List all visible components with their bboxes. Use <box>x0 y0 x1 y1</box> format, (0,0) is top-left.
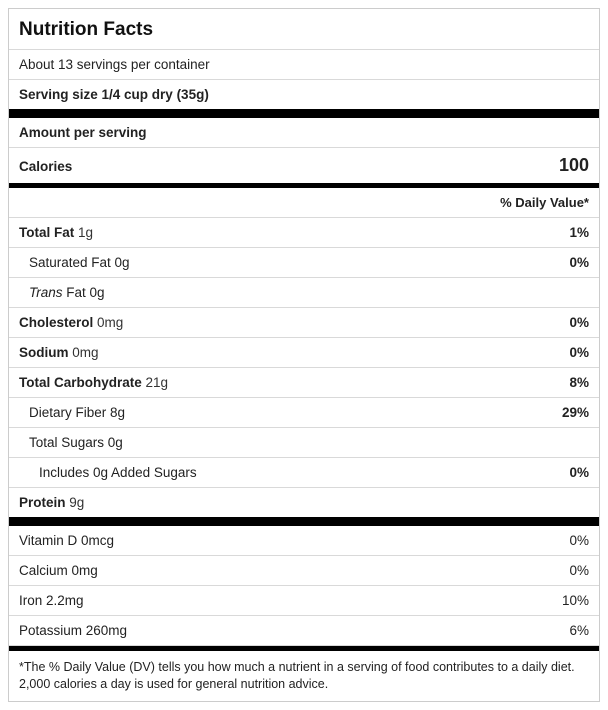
dv-header: % Daily Value* <box>500 195 589 210</box>
serving-size: Serving size 1/4 cup dry (35g) <box>19 87 209 102</box>
cholesterol-row: Cholesterol 0mg 0% <box>9 308 599 338</box>
cholesterol-label: Cholesterol 0mg <box>19 315 123 330</box>
carb-dv: 8% <box>569 375 589 390</box>
thick-divider <box>9 109 599 118</box>
fiber-row: Dietary Fiber 8g 29% <box>9 398 599 428</box>
potassium-row: Potassium 260mg 6% <box>9 616 599 646</box>
vitamin-d-dv: 0% <box>569 533 589 548</box>
vitamin-d-row: Vitamin D 0mcg 0% <box>9 526 599 556</box>
serving-size-row: Serving size 1/4 cup dry (35g) <box>9 80 599 109</box>
calories-value: 100 <box>559 155 589 176</box>
calories-row: Calories 100 <box>9 148 599 183</box>
sodium-label: Sodium 0mg <box>19 345 99 360</box>
saturated-fat-row: Saturated Fat 0g 0% <box>9 248 599 278</box>
cholesterol-dv: 0% <box>569 315 589 330</box>
servings-per-container-row: About 13 servings per container <box>9 50 599 80</box>
dv-header-row: % Daily Value* <box>9 188 599 218</box>
protein-row: Protein 9g <box>9 488 599 517</box>
saturated-fat-label: Saturated Fat 0g <box>29 255 130 270</box>
footnote: *The % Daily Value (DV) tells you how mu… <box>9 651 599 701</box>
sodium-dv: 0% <box>569 345 589 360</box>
nutrition-facts-panel: Nutrition Facts About 13 servings per co… <box>8 8 600 702</box>
calcium-row: Calcium 0mg 0% <box>9 556 599 586</box>
added-sugars-dv: 0% <box>569 465 589 480</box>
total-fat-dv: 1% <box>569 225 589 240</box>
amount-per-serving: Amount per serving <box>19 125 147 140</box>
calcium-label: Calcium 0mg <box>19 563 98 578</box>
protein-label: Protein 9g <box>19 495 84 510</box>
sugars-row: Total Sugars 0g <box>9 428 599 458</box>
carb-label: Total Carbohydrate 21g <box>19 375 168 390</box>
iron-label: Iron 2.2mg <box>19 593 84 608</box>
potassium-dv: 6% <box>569 623 589 638</box>
sugars-label: Total Sugars 0g <box>29 435 123 450</box>
added-sugars-row: Includes 0g Added Sugars 0% <box>9 458 599 488</box>
amount-per-serving-row: Amount per serving <box>9 118 599 148</box>
iron-row: Iron 2.2mg 10% <box>9 586 599 616</box>
sodium-row: Sodium 0mg 0% <box>9 338 599 368</box>
carb-row: Total Carbohydrate 21g 8% <box>9 368 599 398</box>
total-fat-row: Total Fat 1g 1% <box>9 218 599 248</box>
added-sugars-label: Includes 0g Added Sugars <box>39 465 197 480</box>
fiber-dv: 29% <box>562 405 589 420</box>
servings-per-container: About 13 servings per container <box>19 57 210 72</box>
vitamin-d-label: Vitamin D 0mcg <box>19 533 114 548</box>
calcium-dv: 0% <box>569 563 589 578</box>
saturated-fat-dv: 0% <box>569 255 589 270</box>
iron-dv: 10% <box>562 593 589 608</box>
trans-fat-label: Trans Fat 0g <box>29 285 105 300</box>
calories-label: Calories <box>19 159 72 174</box>
total-fat-label: Total Fat 1g <box>19 225 93 240</box>
panel-title: Nutrition Facts <box>9 9 599 50</box>
potassium-label: Potassium 260mg <box>19 623 127 638</box>
trans-fat-row: Trans Fat 0g <box>9 278 599 308</box>
thick-divider-2 <box>9 517 599 526</box>
fiber-label: Dietary Fiber 8g <box>29 405 125 420</box>
